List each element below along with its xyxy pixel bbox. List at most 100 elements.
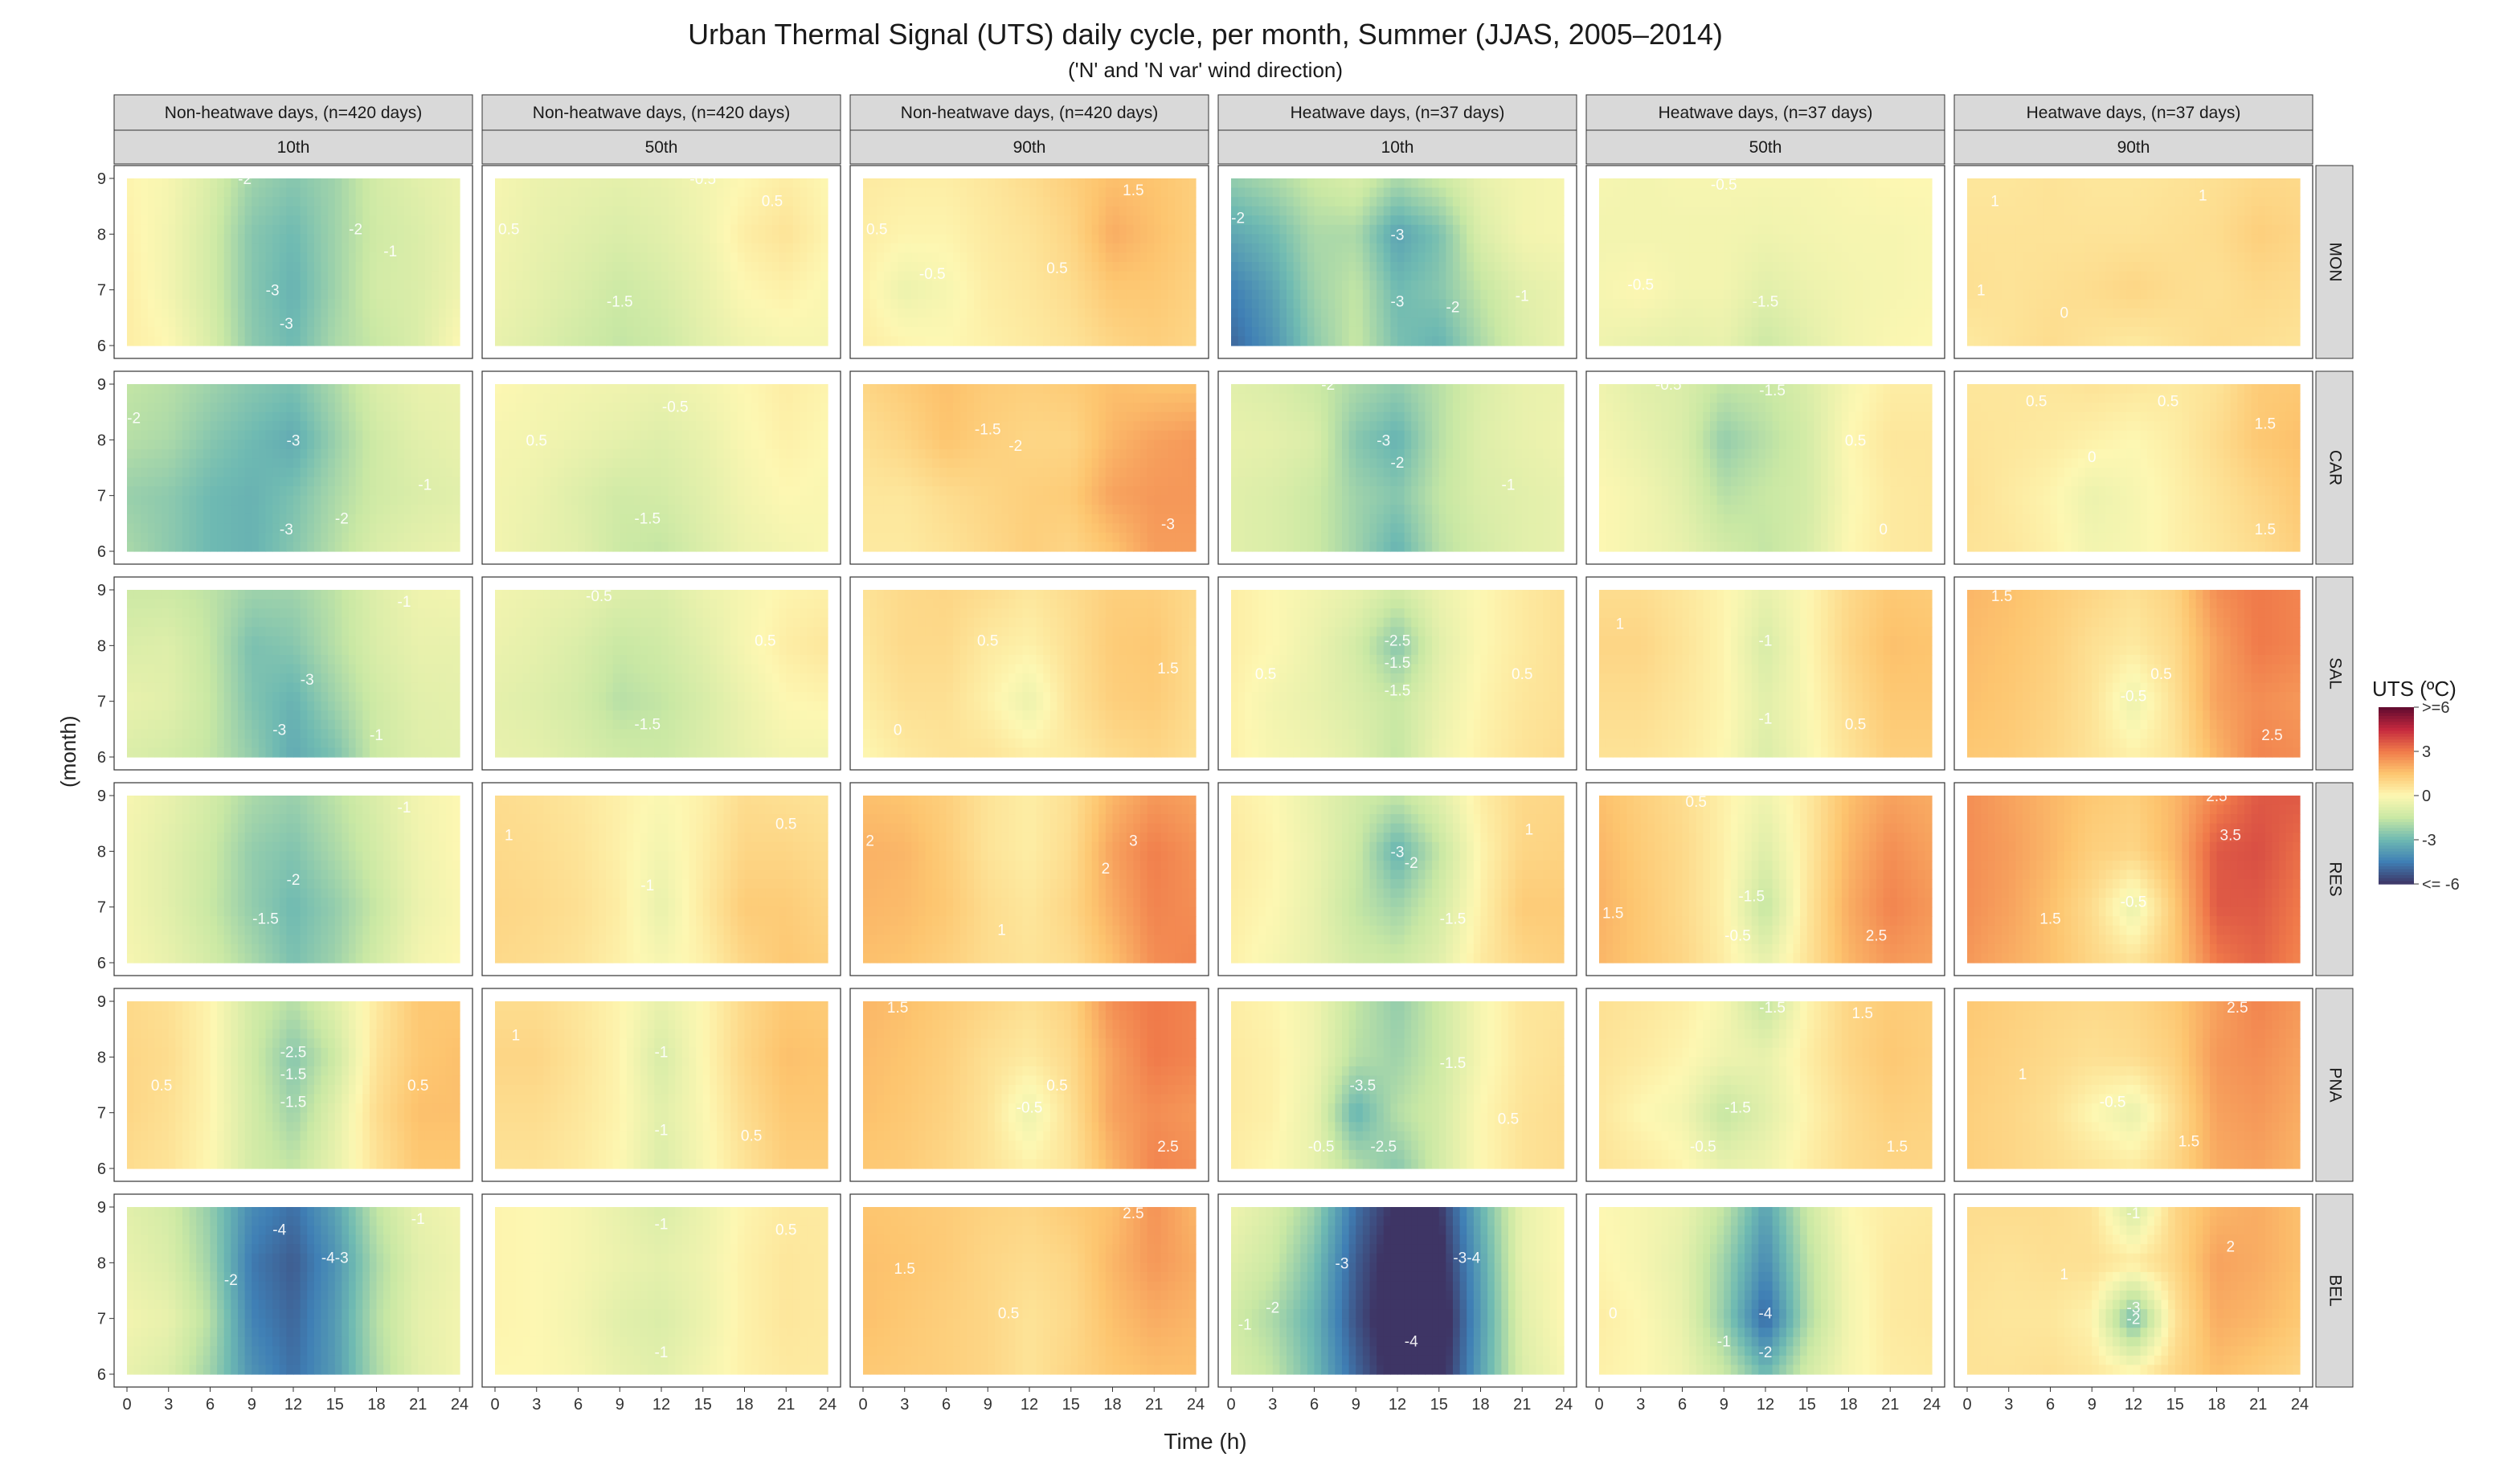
heatmap-cell [141, 272, 148, 281]
heatmap-cell [370, 317, 377, 327]
heatmap-cell [307, 327, 314, 337]
heatmap-cell [272, 299, 280, 309]
heatmap-cell [272, 262, 280, 272]
heatmap-cell [169, 207, 176, 216]
heatmap-cell [190, 317, 197, 327]
heatmap-cell [272, 272, 280, 281]
heatmap-cell [224, 225, 231, 235]
heatmap-cell [211, 225, 218, 235]
heatmap-cell [391, 234, 398, 243]
heatmap-cell [162, 327, 169, 337]
heatmap-cell [432, 197, 440, 207]
heatmap-cell [370, 262, 377, 272]
heatmap-cell [307, 188, 314, 198]
heatmap-cell [314, 309, 321, 318]
heatmap-cell [293, 290, 301, 300]
heatmap-cell [286, 178, 293, 188]
heatmap-cell [321, 188, 329, 198]
heatmap-cell [452, 207, 460, 216]
heatmap-cell [169, 327, 176, 337]
heatmap-cell [175, 188, 182, 198]
heatmap-cell [190, 178, 197, 188]
heatmap-cell [391, 336, 398, 346]
heatmap-cell [217, 336, 224, 346]
heatmap-cell [203, 252, 211, 262]
heatmap-cell [134, 309, 141, 318]
heatmap-cell [169, 197, 176, 207]
y-tick-label: 8 [97, 226, 106, 243]
heatmap-cell [383, 299, 391, 309]
heatmap-cell [321, 299, 329, 309]
heatmap-cell [238, 290, 245, 300]
heatmap-cell [370, 280, 377, 290]
heatmap-cell [397, 327, 404, 337]
heatmap-cell [259, 317, 266, 327]
heatmap-cell [307, 299, 314, 309]
heatmap-cell [286, 272, 293, 281]
heatmap-cell [238, 336, 245, 346]
heatmap-cell [328, 262, 335, 272]
heatmap-cell [252, 178, 259, 188]
heatmap-cell [383, 215, 391, 225]
heatmap-cell [190, 225, 197, 235]
heatmap-cell [280, 262, 287, 272]
heatmap-cell [370, 252, 377, 262]
heatmap-cell [211, 252, 218, 262]
heatmap-cell [328, 336, 335, 346]
heatmap-cell [335, 252, 342, 262]
facet-strip-percentile-label: 90th [1013, 138, 1046, 157]
heatmap-cell [217, 299, 224, 309]
heatmap-cell [502, 336, 509, 346]
heatmap-cell [356, 290, 363, 300]
heatmap-cell [182, 252, 190, 262]
heatmap-cell [301, 207, 308, 216]
heatmap-cell [397, 252, 404, 262]
heatmap-cell [321, 243, 329, 253]
heatmap-cell [362, 252, 370, 262]
heatmap-cell [418, 262, 425, 272]
heatmap-cell [155, 262, 162, 272]
heatmap-cell [321, 272, 329, 281]
heatmap-cell [301, 225, 308, 235]
heatmap-cell [280, 178, 287, 188]
heatmap-cell [446, 262, 453, 272]
heatmap-cell [425, 327, 432, 337]
heatmap-cell [397, 299, 404, 309]
heatmap-cell [127, 188, 134, 198]
heatmap-cell [169, 317, 176, 327]
heatmap-cell [266, 262, 273, 272]
heatmap-cell [196, 309, 203, 318]
heatmap-cell [190, 188, 197, 198]
heatmap-cell [272, 207, 280, 216]
heatmap-cell [175, 327, 182, 337]
heatmap-cell [134, 243, 141, 253]
heatmap-cell [245, 225, 252, 235]
heatmap-cell [169, 280, 176, 290]
heatmap-cell [328, 215, 335, 225]
heatmap-cell [418, 280, 425, 290]
heatmap-cell [446, 234, 453, 243]
heatmap-cell [148, 327, 155, 337]
heatmap-cell [328, 234, 335, 243]
heatmap-cell [134, 336, 141, 346]
heatmap-cell [127, 225, 134, 235]
heatmap-cell [383, 317, 391, 327]
heatmap-cell [314, 207, 321, 216]
heatmap-cell [370, 309, 377, 318]
heatmap-cell [224, 197, 231, 207]
heatmap-cell [162, 188, 169, 198]
heatmap-cell [509, 207, 516, 216]
heatmap-cell [141, 207, 148, 216]
heatmap-cell [203, 336, 211, 346]
heatmap-cell [196, 290, 203, 300]
heatmap-cell [224, 327, 231, 337]
heatmap-cell [217, 272, 224, 281]
heatmap-cell [293, 309, 301, 318]
heatmap-cell [217, 188, 224, 198]
heatmap-cell [452, 234, 460, 243]
heatmap-cell [404, 215, 411, 225]
heatmap-cell [141, 215, 148, 225]
heatmap-cell [342, 290, 349, 300]
heatmap-cell [397, 336, 404, 346]
heatmap-cell [314, 252, 321, 262]
